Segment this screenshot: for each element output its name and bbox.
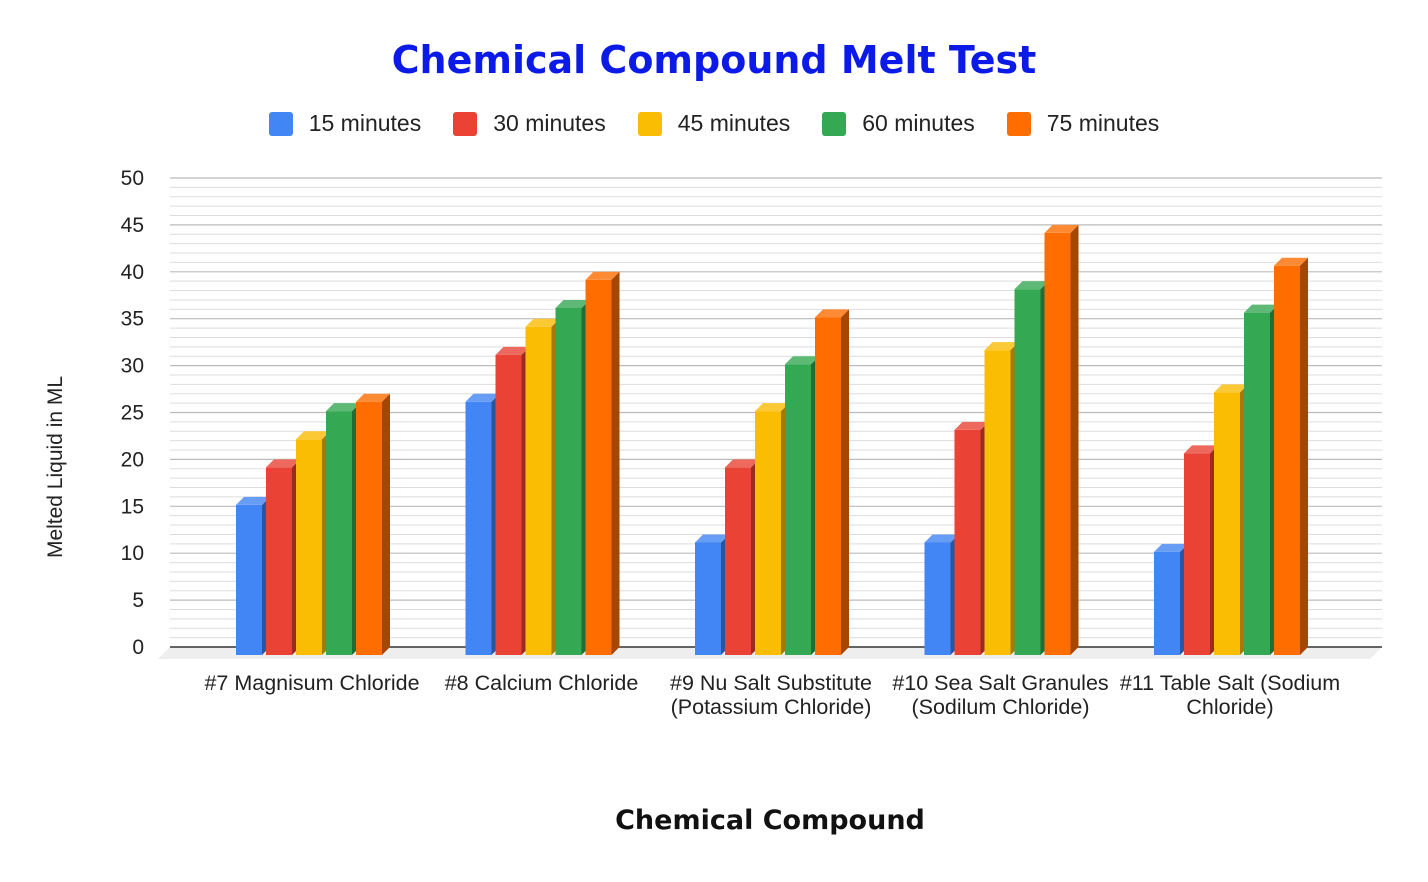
bar-10-sea-salt-granules-sodilum-chloride-75-minutes-side — [1070, 224, 1079, 655]
legend-item-15-minutes: 15 minutes — [268, 110, 422, 137]
y-axis-title: Melted Liquid in ML — [44, 375, 67, 559]
y-tick-label: 15 — [121, 495, 144, 518]
bar-7-magnisum-chloride-75-minutes-top — [356, 393, 390, 402]
bar-9-nu-salt-substitute-potassium-chloride-75-minutes-side — [841, 309, 849, 655]
bar-8-calcium-chloride-15-minutes — [465, 401, 492, 655]
bar-10-sea-salt-granules-sodilum-chloride-60-minutes-top — [1014, 281, 1049, 290]
y-tick-label: 40 — [121, 261, 144, 284]
legend-item-30-minutes: 30 minutes — [453, 110, 606, 137]
legend-swatch — [1006, 111, 1031, 136]
bar-11-table-salt-sodium-chloride-15-minutes-top — [1154, 543, 1188, 552]
x-axis-title: Chemical Compound — [615, 805, 925, 836]
y-tick-label: 50 — [121, 167, 144, 190]
bar-8-calcium-chloride-75-minutes-side — [611, 271, 620, 655]
x-tick-label: #8 Calcium Chloride — [444, 671, 639, 695]
bar-9-nu-salt-substitute-potassium-chloride-60-minutes-top — [785, 356, 819, 365]
bar-11-table-salt-sodium-chloride-45-minutes-top — [1214, 384, 1248, 393]
bar-8-calcium-chloride-30-minutes-top — [495, 346, 530, 355]
bar-7-magnisum-chloride-15-minutes — [236, 504, 262, 655]
bar-7-magnisum-chloride-30-minutes — [266, 467, 292, 655]
bar-10-sea-salt-granules-sodilum-chloride-30-minutes — [954, 429, 981, 655]
bar-11-table-salt-sodium-chloride-60-minutes — [1244, 312, 1270, 655]
y-tick-label: 0 — [132, 636, 144, 659]
bar-9-nu-salt-substitute-potassium-chloride-30-minutes — [725, 467, 751, 655]
bar-11-table-salt-sodium-chloride-15-minutes — [1154, 551, 1180, 655]
y-tick-label: 20 — [121, 448, 144, 471]
bar-7-magnisum-chloride-75-minutes — [356, 401, 382, 655]
legend: 15 minutes 30 minutes 45 minutes 60 minutes… — [0, 110, 1428, 137]
legend-swatch — [637, 111, 662, 136]
bar-10-sea-salt-granules-sodilum-chloride-30-minutes-top — [954, 421, 989, 430]
bar-11-table-salt-sodium-chloride-30-minutes — [1184, 453, 1210, 655]
bar-7-magnisum-chloride-45-minutes-top — [296, 431, 330, 440]
x-tick-label: #7 Magnisum Chloride — [204, 671, 420, 695]
bar-10-sea-salt-granules-sodilum-chloride-45-minutes-top — [984, 342, 1019, 351]
bar-11-table-salt-sodium-chloride-30-minutes-top — [1184, 445, 1218, 454]
bar-10-sea-salt-granules-sodilum-chloride-15-minutes-top — [924, 534, 959, 543]
bar-11-table-salt-sodium-chloride-75-minutes-side — [1300, 257, 1308, 655]
bar-9-nu-salt-substitute-potassium-chloride-45-minutes-top — [755, 403, 789, 412]
y-tick-label: 5 — [132, 589, 144, 612]
legend-label: 75 minutes — [1046, 110, 1160, 136]
bar-8-calcium-chloride-45-minutes — [525, 326, 552, 655]
bar-7-magnisum-chloride-45-minutes — [296, 439, 322, 655]
bar-8-calcium-chloride-15-minutes-top — [465, 393, 500, 402]
bar-11-table-salt-sodium-chloride-75-minutes — [1274, 265, 1300, 655]
legend-item-60-minutes: 60 minutes — [822, 110, 975, 137]
bar-9-nu-salt-substitute-potassium-chloride-30-minutes-top — [725, 459, 759, 468]
bar-9-nu-salt-substitute-potassium-chloride-60-minutes — [785, 364, 811, 655]
chart-title: Chemical Compound Melt Test — [391, 38, 1037, 82]
bar-8-calcium-chloride-30-minutes — [495, 354, 522, 655]
bar-10-sea-salt-granules-sodilum-chloride-60-minutes — [1014, 289, 1041, 655]
legend-item-75-minutes: 75 minutes — [1006, 110, 1160, 137]
bar-9-nu-salt-substitute-potassium-chloride-45-minutes — [755, 411, 781, 655]
x-tick-label: #10 Sea Salt Granules (Sodilum Chloride) — [892, 671, 1109, 719]
legend-item-45-minutes: 45 minutes — [637, 110, 791, 137]
x-tick-label: #9 Nu Salt Substitute (Potassium Chlorid… — [670, 671, 872, 719]
y-tick-label: 30 — [121, 355, 144, 378]
bar-8-calcium-chloride-45-minutes-top — [525, 318, 560, 327]
y-tick-label: 35 — [121, 308, 144, 331]
bar-9-nu-salt-substitute-potassium-chloride-75-minutes — [815, 317, 841, 655]
bar-8-calcium-chloride-60-minutes — [555, 307, 582, 655]
bar-10-sea-salt-granules-sodilum-chloride-45-minutes — [984, 350, 1011, 655]
bar-7-magnisum-chloride-75-minutes-side — [382, 393, 390, 655]
y-tick-label: 25 — [121, 402, 144, 425]
bar-8-calcium-chloride-75-minutes — [585, 279, 612, 655]
legend-label: 60 minutes — [862, 110, 975, 136]
bar-11-table-salt-sodium-chloride-45-minutes — [1214, 392, 1240, 655]
bar-9-nu-salt-substitute-potassium-chloride-15-minutes — [695, 542, 721, 655]
bar-9-nu-salt-substitute-potassium-chloride-75-minutes-top — [815, 309, 849, 318]
bar-8-calcium-chloride-60-minutes-top — [555, 299, 590, 308]
bar-7-magnisum-chloride-30-minutes-top — [266, 459, 300, 468]
bar-7-magnisum-chloride-60-minutes-top — [326, 403, 360, 412]
bar-11-table-salt-sodium-chloride-60-minutes-top — [1244, 304, 1278, 313]
bar-9-nu-salt-substitute-potassium-chloride-15-minutes-top — [695, 534, 729, 543]
bar-11-table-salt-sodium-chloride-75-minutes-top — [1274, 257, 1308, 266]
legend-swatch — [453, 111, 478, 136]
legend-label: 30 minutes — [493, 110, 606, 136]
x-tick-label: #11 Table Salt (Sodium Chloride) — [1119, 671, 1341, 719]
bar-7-magnisum-chloride-60-minutes — [326, 411, 352, 655]
bar-10-sea-salt-granules-sodilum-chloride-15-minutes — [924, 542, 951, 655]
y-tick-label: 10 — [121, 542, 144, 565]
legend-swatch — [268, 111, 293, 136]
legend-label: 45 minutes — [677, 110, 791, 136]
bar-7-magnisum-chloride-15-minutes-top — [236, 496, 270, 505]
bar-8-calcium-chloride-75-minutes-top — [585, 271, 620, 280]
legend-swatch — [822, 111, 847, 136]
bar-10-sea-salt-granules-sodilum-chloride-75-minutes — [1044, 232, 1071, 655]
legend-label: 15 minutes — [308, 110, 422, 136]
y-tick-label: 45 — [121, 214, 144, 237]
bar-10-sea-salt-granules-sodilum-chloride-75-minutes-top — [1044, 224, 1079, 233]
